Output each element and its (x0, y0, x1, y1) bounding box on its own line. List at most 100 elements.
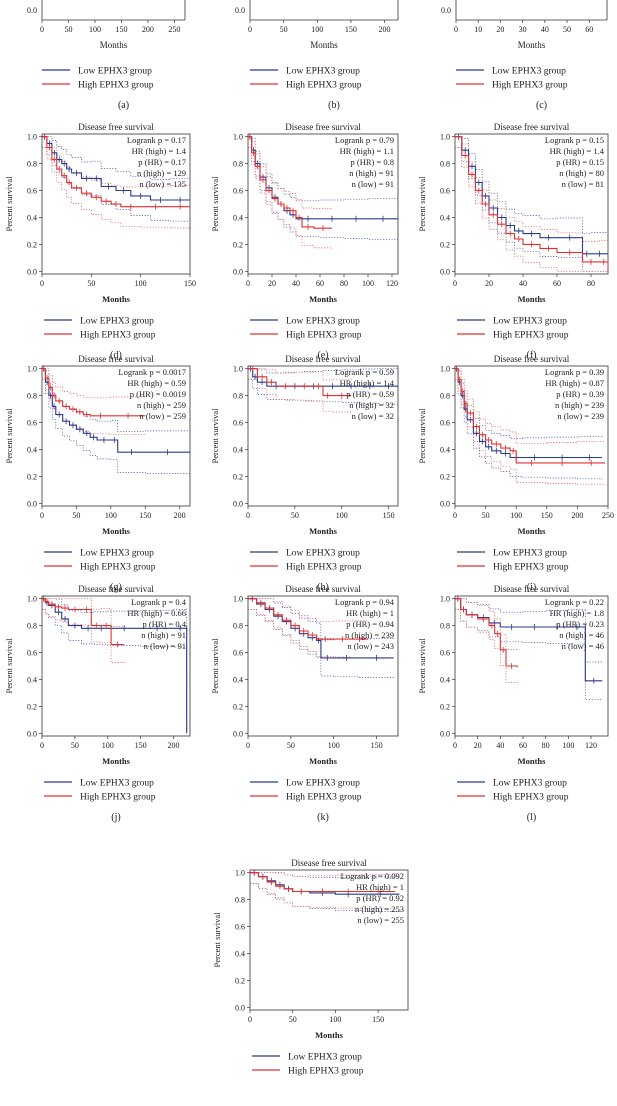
plot-frame (454, 133, 609, 275)
high-ci-lower (42, 147, 191, 229)
stat-line-2: HR (high) = 1.1 (340, 146, 394, 156)
legend-low-label: Low EPHX3 group (80, 317, 154, 327)
panel-label: (d) (110, 350, 122, 361)
stat-line-4: n (high) = 129 (137, 168, 186, 178)
y-tick-label: 0.4 (233, 445, 243, 454)
high-ci-upper (42, 368, 146, 399)
km-panel-j: Disease free survival 0.0 0.2 0.4 0.6 0.8 1.0 0… (4, 584, 191, 823)
low-ci-upper (42, 598, 188, 713)
stat-line-4: n (high) = 91 (141, 630, 186, 640)
legend-high-label: High EPHX3 group (493, 331, 569, 341)
low-ci-upper (42, 368, 191, 433)
stat-line-5: n (low) = 46 (562, 641, 604, 651)
x-axis-title: Months (310, 40, 338, 50)
y-tick-label: 0.6 (27, 187, 37, 196)
x-tick-label: 150 (184, 279, 196, 288)
y-tick-label: 0.8 (440, 622, 450, 631)
stat-line-1: Logrank p = 0.59 (335, 367, 394, 377)
stat-line-4: n (high) = 239 (345, 630, 394, 640)
legend-low-label: Low EPHX3 group (286, 67, 360, 77)
y-tick-label: 0.0 (441, 6, 451, 15)
legend-high-label: High EPHX3 group (493, 793, 569, 803)
y-tick-label: 0.6 (440, 419, 450, 428)
y-tick-label: 0.0 (233, 499, 243, 508)
high-ci-upper (455, 368, 606, 444)
x-tick-label: 120 (585, 741, 597, 750)
x-tick-label: 60 (553, 279, 561, 288)
y-axis-title: Percent survival (210, 176, 220, 232)
top-panel-a: 0.0 0 50 100 150 200 250 Months Low EPHX3 group H… (27, 0, 186, 111)
km-panel-k: Disease free survival 0.0 0.2 0.4 0.6 0.8 1.0 0… (210, 584, 399, 823)
x-tick-label: 60 (519, 741, 527, 750)
x-tick-label: 100 (105, 511, 117, 520)
y-tick-label: 0.8 (440, 160, 450, 169)
low-ci-upper (42, 136, 191, 180)
y-tick-label: 0.4 (440, 675, 450, 684)
x-tick-label: 30 (519, 25, 527, 34)
stat-line-1: Logrank p = 0.092 (341, 871, 404, 881)
high-ci-lower (42, 609, 125, 664)
panel-label: (f) (527, 350, 537, 361)
stat-line-4: n (high) = 259 (137, 400, 186, 410)
y-tick-label: 1.0 (440, 365, 450, 374)
x-tick-label: 0 (40, 279, 44, 288)
y-tick-label: 1.0 (440, 133, 450, 142)
high-survival-curve (248, 136, 332, 229)
plot-frame (41, 365, 191, 507)
y-tick-label: 0.8 (27, 160, 37, 169)
x-tick-label: 100 (562, 741, 574, 750)
panel-label: (a) (118, 100, 129, 111)
y-tick-label: 0.0 (440, 267, 450, 276)
high-ci-upper (248, 598, 369, 623)
high-ci-upper (250, 872, 396, 878)
y-tick-label: 0.2 (27, 702, 37, 711)
y-tick-label: 0.6 (233, 187, 243, 196)
chart-title: Disease free survival (285, 584, 361, 594)
high-ci-lower (248, 147, 333, 249)
legend-low-label: Low EPHX3 group (288, 1053, 362, 1063)
legend-high-label: High EPHX3 group (286, 81, 362, 91)
x-tick-label: 0 (248, 25, 252, 34)
x-axis-title: Months (518, 294, 547, 304)
chart-title: Disease free survival (494, 584, 570, 594)
stat-line-1: Logrank p = 0.0017 (118, 367, 186, 377)
km-panel-i: Disease free survival 0.0 0.2 0.4 0.6 0.8 1.0 0… (417, 354, 614, 593)
x-tick-label: 100 (89, 25, 101, 34)
low-ci-lower (248, 379, 399, 405)
x-tick-label: 150 (345, 25, 357, 34)
panel-label: (l) (527, 812, 536, 823)
x-tick-label: 100 (311, 25, 323, 34)
y-tick-label: 0.0 (235, 1003, 245, 1012)
panel-label: (k) (317, 812, 329, 823)
panel-label: (c) (536, 100, 547, 111)
panel-label: (b) (328, 100, 340, 111)
high-survival-curve (250, 872, 396, 893)
stat-line-5: n (low) = 91 (144, 641, 186, 651)
low-ci-upper (455, 368, 603, 440)
x-tick-label: 80 (340, 279, 348, 288)
x-tick-label: 200 (168, 741, 180, 750)
stat-line-2: HR (high) = 1.4 (132, 146, 187, 156)
x-tick-label: 100 (362, 279, 374, 288)
legend-low-label: Low EPHX3 group (286, 317, 360, 327)
y-tick-label: 0.2 (235, 976, 245, 985)
y-tick-label: 0.2 (27, 472, 37, 481)
stat-line-2: HR (high) = 0.59 (127, 378, 186, 388)
x-tick-label: 0 (454, 25, 458, 34)
high-ci-upper (455, 598, 518, 651)
y-axis-title: Percent survival (210, 638, 220, 694)
chart-title: Disease free survival (494, 122, 570, 132)
chart-title: Disease free survival (494, 354, 570, 364)
y-tick-label: 0.0 (27, 267, 37, 276)
stat-line-5: n (low) = 239 (557, 411, 604, 421)
chart-title: Disease free survival (285, 354, 361, 364)
y-tick-label: 1.0 (27, 595, 37, 604)
panel-label: (j) (111, 812, 120, 823)
y-tick-label: 0.0 (233, 729, 243, 738)
x-axis-title: Months (309, 526, 338, 536)
x-tick-label: 0 (246, 741, 250, 750)
x-tick-label: 50 (291, 511, 299, 520)
y-tick-label: 0.2 (233, 240, 243, 249)
